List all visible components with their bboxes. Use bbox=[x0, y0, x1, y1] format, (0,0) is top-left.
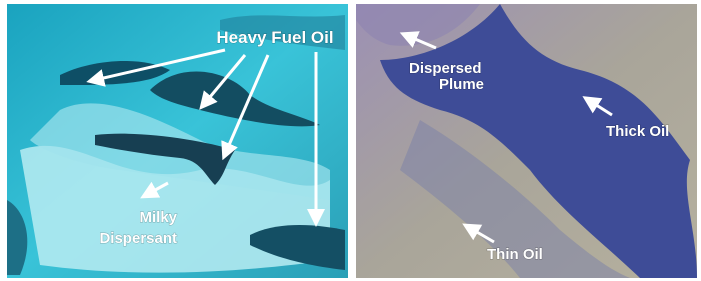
label: Plume bbox=[439, 76, 484, 93]
label: Dispersed bbox=[409, 60, 482, 77]
label: Heavy Fuel Oil bbox=[216, 28, 333, 47]
label: Thin Oil bbox=[487, 246, 543, 263]
label: Dispersant bbox=[99, 230, 177, 247]
right-photo bbox=[356, 4, 697, 278]
label: Milky bbox=[139, 209, 177, 226]
figure: Heavy Fuel Oil Milky Dispersant Disperse… bbox=[0, 0, 701, 281]
label: Thick Oil bbox=[606, 123, 669, 140]
